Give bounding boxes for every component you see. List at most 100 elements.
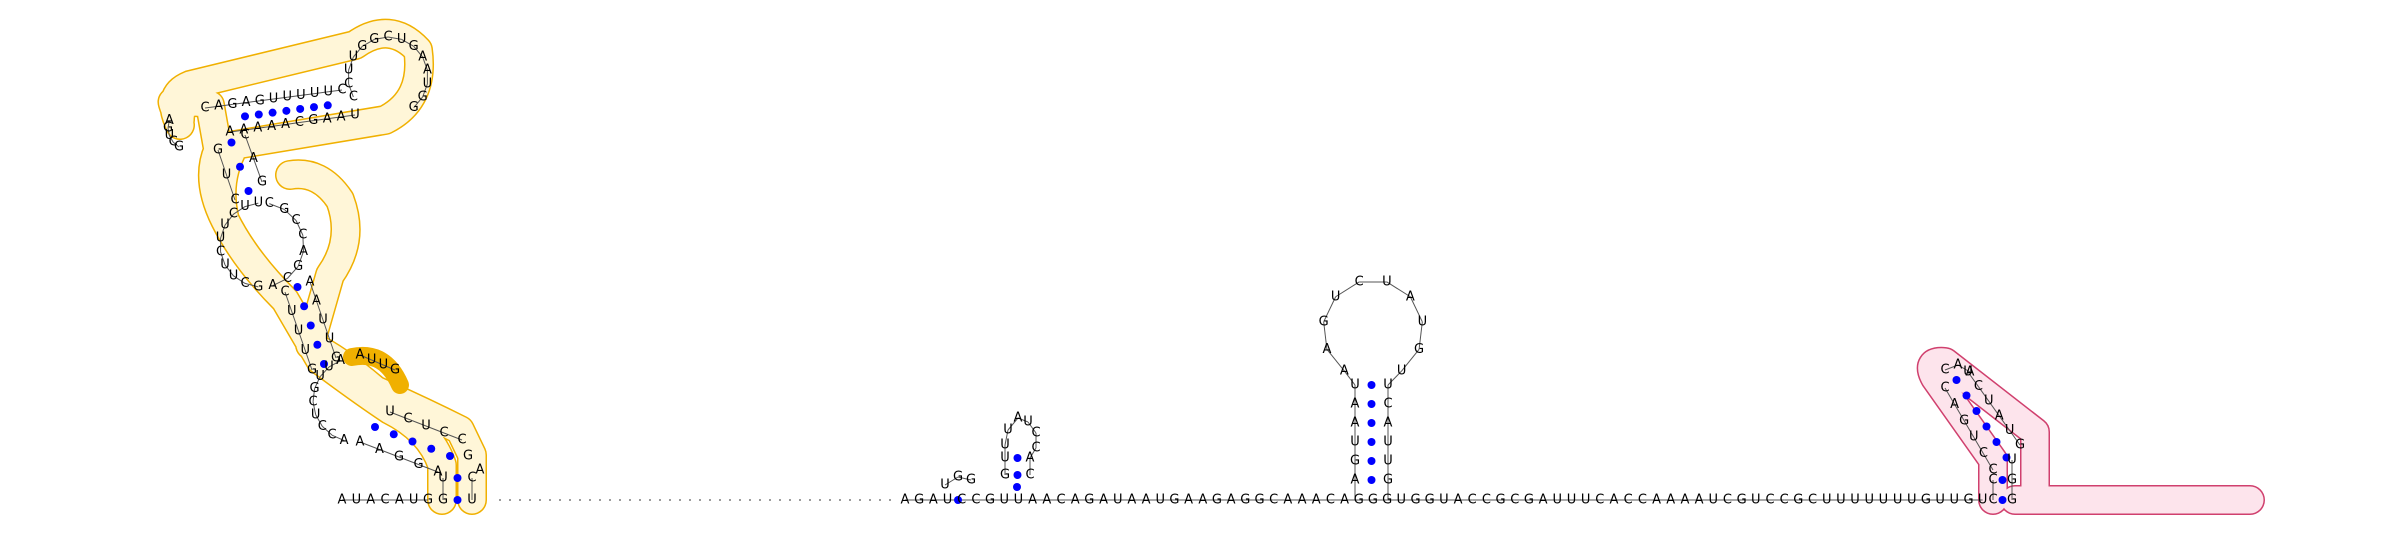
helix-4-close-5-nt-C: C <box>1988 473 1997 488</box>
helix-1-strand-3-backbone <box>341 114 356 118</box>
helix-1-strand-3-nt-G: G <box>308 113 318 128</box>
linker-dot <box>819 499 821 501</box>
helix-1-middle-loop-backbone <box>233 275 246 284</box>
hairpin-3-loop-nt-A: A <box>1322 342 1331 357</box>
hairpin-2-loop-backbone <box>1017 417 1029 423</box>
helix-1-lower-stem-3-nt-U: U <box>385 405 395 420</box>
helix-1-curl-nt-A: A <box>165 113 174 128</box>
linker-dot <box>579 499 581 501</box>
base-pair-dot <box>306 321 315 330</box>
base-pair-dot <box>293 283 302 291</box>
helix-1-lower-stem-3-nt-C: C <box>439 426 448 441</box>
baseline-nt-A: A <box>1227 493 1236 508</box>
base-pair-dot <box>1013 483 1021 491</box>
baseline-nt-G: G <box>1354 493 1364 508</box>
hairpin-3-loop-backbone <box>1386 281 1411 298</box>
helix-1-lower-loop-nt-U: U <box>315 369 325 384</box>
hairpin-3-loop-backbone <box>1323 296 1337 323</box>
linker-dot <box>569 499 571 501</box>
helix-1-strand-3-backbone <box>313 118 328 122</box>
linker-dot <box>659 499 661 501</box>
baseline-nt-C: C <box>1765 493 1774 508</box>
helix-1-strand-5-nt-A: A <box>242 95 251 110</box>
base-pair-dot <box>954 496 962 504</box>
hairpin-3-loop-nt-U: U <box>1331 289 1341 304</box>
five-prime-nt-U: U <box>352 493 362 508</box>
hairpin-3-stem-3-nt-U: U <box>1383 454 1393 469</box>
helix-4-stem-3-nt-U: U <box>1963 365 1973 380</box>
hairpin-2-loop-backbone <box>1027 421 1037 434</box>
baseline-nt-A: A <box>1312 493 1321 508</box>
helix-1-curl-backbone <box>172 141 180 148</box>
helix-1-upper-stem-3-backbone <box>253 158 263 183</box>
helix-1-middle-loop-right-backbone <box>302 235 305 252</box>
helix-1-strand-3-nt-A: A <box>281 117 290 132</box>
linker-dot <box>679 499 681 501</box>
helix-1-nt-G: G <box>463 449 473 464</box>
baseline-nt-G: G <box>1524 493 1534 508</box>
helix-4-stem-3-nt-G: G <box>2015 438 2025 453</box>
helix-1-lower-loop-nt-A: A <box>340 433 349 448</box>
helix-1-lower-loop-nt-C: C <box>328 428 337 443</box>
linker-dot <box>799 499 801 501</box>
hairpin-3-loop-nt-G: G <box>1319 314 1329 329</box>
helix-1-lower-loop-nt-C: C <box>309 394 318 409</box>
baseline-nt-A: A <box>1298 493 1307 508</box>
helix-1-strand-5-backbone <box>314 91 329 95</box>
baseline-nt-A: A <box>1666 493 1675 508</box>
baseline-nt-U: U <box>1567 493 1577 508</box>
helix-1-outer-loop-nt-A: A <box>418 50 427 65</box>
helix-1-middle-loop-backbone <box>224 213 234 226</box>
helix-4-loop-nt-A: A <box>1954 358 1963 373</box>
helix-1-middle-stem-3-backbone <box>329 338 337 359</box>
helix-4-loop-backbone <box>1944 364 1959 371</box>
helix-1-lower-loop-backbone <box>319 366 330 378</box>
baseline-nt-U: U <box>1155 493 1165 508</box>
helix-1-lower-loop-backbone <box>331 434 345 442</box>
helix-1-outer-loop-nt-G: G <box>409 39 419 54</box>
helix-1-middle-loop-right-nt-G: G <box>279 202 289 217</box>
linker-dot <box>619 499 621 501</box>
base-pair-dot <box>1013 454 1022 462</box>
hairpin-2-stem-5-nt-U: U <box>1000 451 1010 466</box>
linker-dot <box>499 499 501 501</box>
baseline-nt-A: A <box>1539 493 1548 508</box>
helix-1-middle-loop-nt-U: U <box>220 257 230 272</box>
helix-1-outer-loop-backbone <box>422 56 428 71</box>
hairpin-3-stem-3-nt-U: U <box>1383 435 1393 450</box>
helix-1-lower-loop-nt-U: U <box>311 407 321 422</box>
base-pair-dot <box>1367 419 1376 427</box>
base-pair-dot <box>1013 471 1022 479</box>
baseline-nt-U: U <box>1935 493 1945 508</box>
backbone-lines <box>167 36 2021 501</box>
base-pair-dot <box>1367 476 1376 484</box>
baseline-nt-U: U <box>1014 493 1024 508</box>
helix-1-strand-3-backbone <box>285 122 300 125</box>
baseline-nt-A: A <box>1042 493 1051 508</box>
helix-4-stem-5-nt-C: C <box>1988 463 1997 478</box>
highlight-regions <box>157 18 2265 515</box>
helix-1-strand-3-backbone <box>299 120 314 124</box>
hairpin-3-loop-nt-U: U <box>1382 274 1392 289</box>
helix-1-lower-loop-backbone <box>321 425 333 436</box>
helix-1-lower-stem-3-backbone <box>443 432 463 441</box>
helix-1-lower-loop-top-nt-U: U <box>367 353 377 368</box>
baseline-nt-U: U <box>1850 493 1860 508</box>
helix-1-middle-stem-3-nt-U: U <box>318 313 328 328</box>
baseline-nt-C: C <box>1482 493 1491 508</box>
helix-1-strand-5-backbone <box>328 89 343 93</box>
hairpin-2-loop-nt-U: U <box>1003 423 1013 438</box>
base-pair-dot <box>1982 422 1991 431</box>
helix-1-strand-5-nt-U: U <box>296 88 306 103</box>
helix-1-lower-loop-top-nt-U: U <box>379 358 389 373</box>
helix-1-lower-stem-5-backbone <box>418 464 439 473</box>
hairpin-2-stem-3-nt-A: A <box>1026 451 1035 466</box>
helix-4-stem-3-nt-U: U <box>1984 394 1994 409</box>
helix-1-middle-loop-right-backbone <box>297 251 305 267</box>
base-pair-dot <box>1367 381 1376 389</box>
baseline-nt-U: U <box>1581 493 1591 508</box>
baseline-nt-G: G <box>1382 493 1392 508</box>
helix-1-lower-loop-top-backbone <box>383 364 396 371</box>
